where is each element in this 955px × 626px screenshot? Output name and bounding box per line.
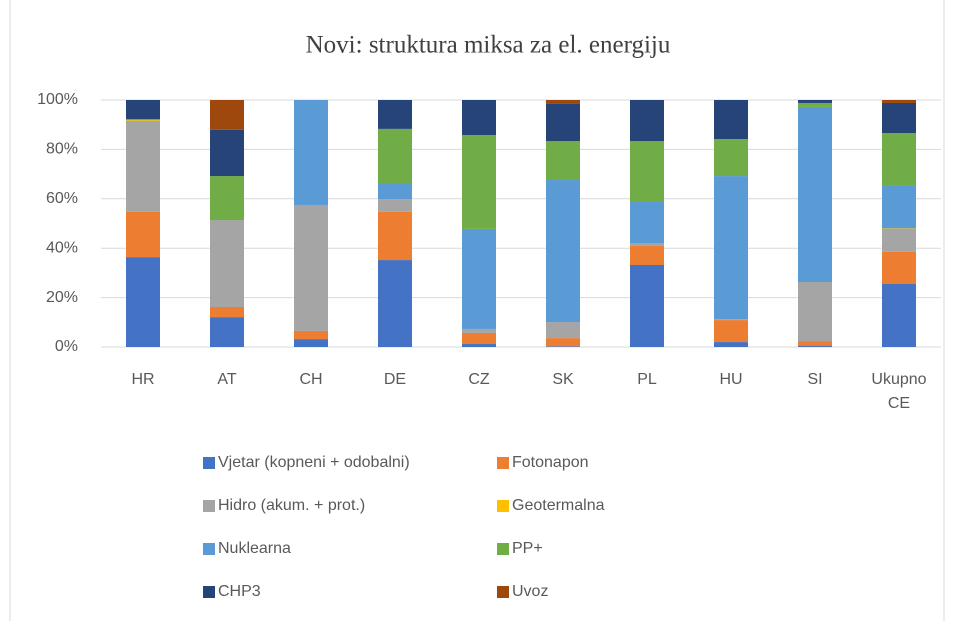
- y-tick-label: 100%: [37, 91, 78, 108]
- bar-segment: [630, 246, 664, 265]
- x-tick-label: PL: [637, 371, 657, 388]
- bar-segment: [630, 243, 664, 246]
- bar-segment: [882, 229, 916, 252]
- bar-segment: [462, 333, 496, 344]
- legend-label: CHP3: [218, 583, 261, 600]
- bar-segment: [546, 104, 580, 141]
- bar-segment: [882, 284, 916, 347]
- legend-swatch: [203, 543, 215, 555]
- bar-segment: [630, 141, 664, 202]
- bar-segment: [294, 100, 328, 205]
- x-tick-label: DE: [384, 371, 406, 388]
- x-tick-label: CH: [299, 371, 322, 388]
- legend-swatch: [497, 457, 509, 469]
- bar-segment: [210, 176, 244, 220]
- bar-segment: [546, 180, 580, 322]
- x-tick-label: SK: [552, 371, 574, 388]
- legend-label: Fotonapon: [512, 454, 589, 471]
- bar-segment: [798, 100, 832, 103]
- bar-segment: [882, 133, 916, 186]
- legend-swatch: [203, 500, 215, 512]
- bar-segment: [462, 229, 496, 329]
- y-tick-label: 0%: [55, 338, 78, 355]
- bar-segment: [378, 212, 412, 260]
- bar-segment: [714, 176, 748, 319]
- bar-segment: [210, 317, 244, 347]
- bar-segment: [630, 202, 664, 243]
- bar-segment: [378, 100, 412, 129]
- bar-segment: [714, 139, 748, 176]
- bar-segment: [126, 120, 160, 121]
- bar-segment: [294, 339, 328, 347]
- x-tick-label: HR: [131, 371, 154, 388]
- x-tick-label: AT: [217, 371, 236, 388]
- legend-swatch: [497, 500, 509, 512]
- bar-segment: [714, 342, 748, 347]
- bar-segment: [546, 322, 580, 338]
- bar-segment: [798, 103, 832, 107]
- bar-segment: [714, 319, 748, 320]
- bar-segment: [798, 341, 832, 346]
- y-tick-label: 60%: [46, 190, 78, 207]
- bar-segment: [462, 135, 496, 229]
- bar-segment: [546, 338, 580, 346]
- bar-segment: [210, 220, 244, 307]
- bar-segment: [546, 100, 580, 104]
- bar-segment: [294, 331, 328, 339]
- bar-segment: [378, 199, 412, 212]
- legend-label: Geotermalna: [512, 497, 605, 514]
- bar-segment: [210, 130, 244, 176]
- bar-segment: [714, 320, 748, 342]
- bar-segment: [210, 100, 244, 130]
- bar-segment: [126, 257, 160, 347]
- bar-segment: [378, 129, 412, 184]
- bar-segment: [798, 282, 832, 341]
- bar-segment: [462, 329, 496, 333]
- bar-segment: [294, 205, 328, 331]
- bar-segment: [630, 100, 664, 141]
- bar-segment: [126, 100, 160, 119]
- bar-segment: [882, 252, 916, 284]
- bar-segment: [798, 346, 832, 347]
- bar-segment: [546, 346, 580, 347]
- legend-swatch: [497, 543, 509, 555]
- legend-swatch: [203, 586, 215, 598]
- legend-label: Uvoz: [512, 583, 548, 600]
- chart-title: Novi: struktura miksa za el. energiju: [306, 32, 671, 59]
- bar-segment: [882, 186, 916, 228]
- y-tick-label: 80%: [46, 141, 78, 158]
- bar-segment: [630, 265, 664, 347]
- legend-label: Hidro (akum. + prot.): [218, 497, 365, 514]
- bar-segment: [798, 107, 832, 282]
- bar-segment: [882, 103, 916, 133]
- bar-segment: [126, 121, 160, 212]
- legend-label: Vjetar (kopneni + odobalni): [218, 454, 410, 471]
- legend-swatch: [497, 586, 509, 598]
- x-tick-label: HU: [719, 371, 742, 388]
- bar-segment: [714, 100, 748, 139]
- x-tick-label: CZ: [468, 371, 490, 388]
- bar-segment: [462, 344, 496, 347]
- bar-segment: [126, 119, 160, 120]
- legend-label: PP+: [512, 540, 543, 557]
- bar-segment: [546, 141, 580, 180]
- legend-swatch: [203, 457, 215, 469]
- y-tick-label: 40%: [46, 239, 78, 256]
- bar-segment: [378, 184, 412, 199]
- y-tick-label: 20%: [46, 289, 78, 306]
- x-tick-label: SI: [807, 371, 822, 388]
- bar-segment: [378, 260, 412, 347]
- legend-label: Nuklearna: [218, 540, 291, 557]
- bar-segment: [462, 100, 496, 135]
- bar-segment: [210, 307, 244, 317]
- bar-segment: [882, 100, 916, 103]
- bar-segment: [126, 212, 160, 257]
